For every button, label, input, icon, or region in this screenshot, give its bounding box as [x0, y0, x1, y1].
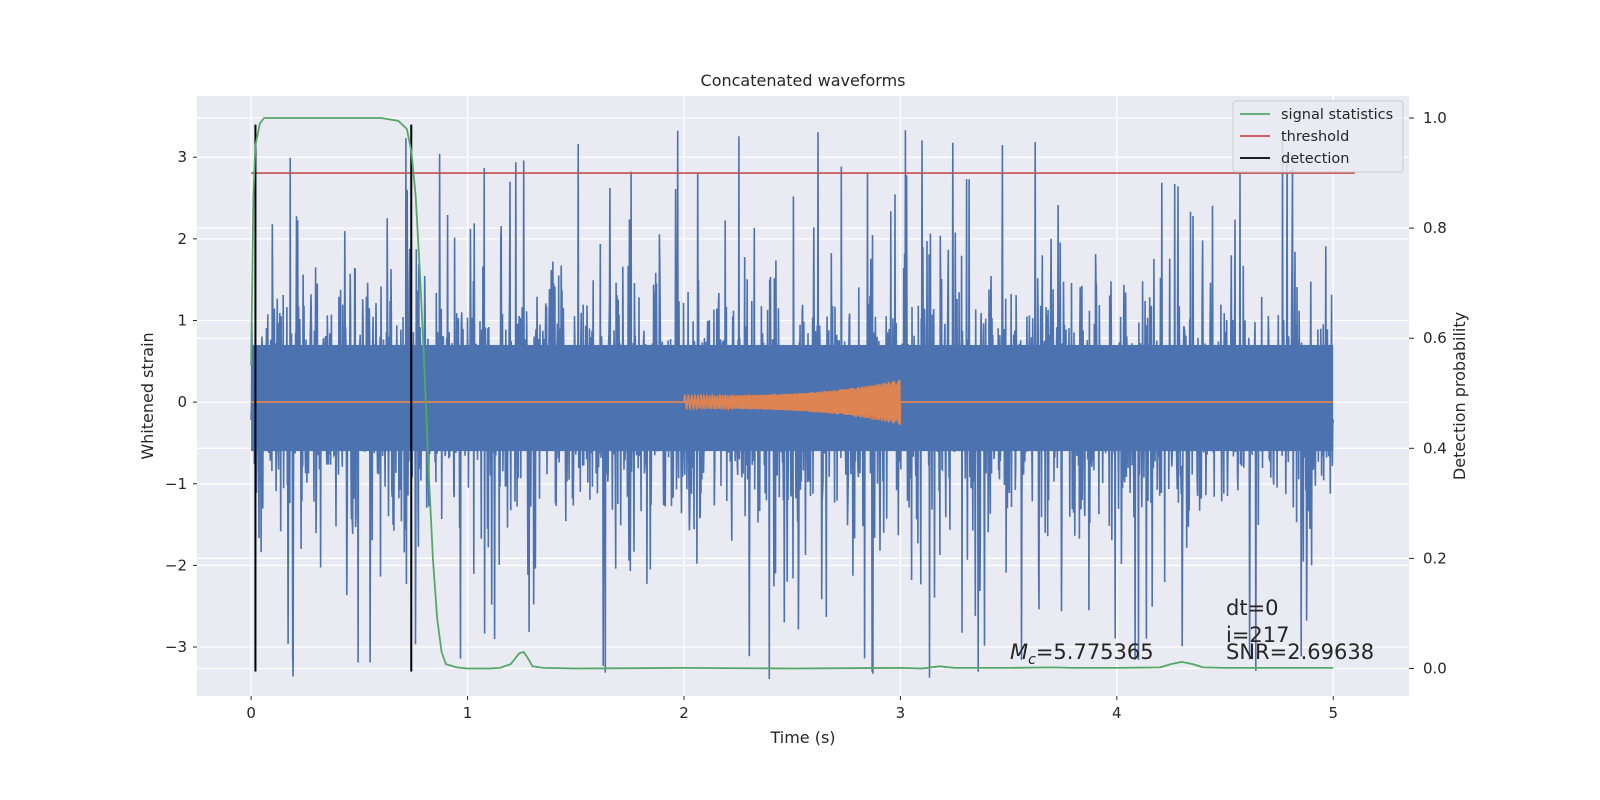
signal-statistics-line — [250, 117, 1334, 670]
x-tick-label: 1 — [463, 704, 473, 722]
y-tick-label: 1 — [177, 311, 187, 329]
chart-title: Concatenated waveforms — [701, 71, 906, 90]
signal-statistics-series — [250, 117, 1334, 670]
detection-series — [254, 124, 413, 672]
y2-tick-label: 1.0 — [1423, 109, 1447, 127]
axis-ticks: 0 1 2 3 4 5 −3 −2 −1 0 1 2 3 0.0 0.2 0.4 0.6 0.8 1.0 — [165, 109, 1447, 722]
legend-label-threshold: threshold — [1281, 129, 1349, 145]
x-tick-label: 2 — [679, 704, 689, 722]
legend-label-signal-statistics: signal statistics — [1281, 107, 1393, 123]
x-tick-label: 3 — [896, 704, 906, 722]
y-axis-label: Whitened strain — [138, 332, 157, 459]
mc-annotation: Mc=5.775365 — [1010, 640, 1154, 668]
legend-box — [1232, 100, 1404, 173]
x-tick-label: 4 — [1112, 704, 1122, 722]
y2-tick-label: 0.6 — [1423, 329, 1447, 347]
y2-tick-label: 0.4 — [1423, 439, 1447, 457]
y-tick-label: 3 — [177, 148, 187, 166]
x-axis-label: Time (s) — [769, 728, 835, 747]
y-tick-label: −3 — [165, 638, 187, 656]
legend-label-detection: detection — [1281, 151, 1349, 167]
y-tick-label: −2 — [165, 556, 187, 574]
y2-tick-label: 0.2 — [1423, 549, 1447, 567]
y-tick-label: 0 — [177, 393, 187, 411]
x-tick-label: 5 — [1328, 704, 1338, 722]
template-chirp-line — [683, 379, 902, 425]
i-annotation: i=217 — [1226, 623, 1290, 647]
right-y-axis-label: Detection probability — [1450, 312, 1469, 480]
legend: signal statistics threshold detection — [1232, 100, 1404, 173]
template-waveform-series — [251, 379, 1334, 425]
y2-tick-label: 0.8 — [1423, 219, 1447, 237]
annotations: Mc=5.775365 dt=0 i=217 SNR=2.69638 — [1010, 596, 1374, 668]
y2-tick-label: 0.0 — [1423, 659, 1447, 677]
y-tick-label: −1 — [165, 475, 187, 493]
snr-annotation: SNR=2.69638 — [1226, 640, 1374, 664]
dt-annotation: dt=0 — [1226, 596, 1279, 620]
y-tick-label: 2 — [177, 230, 187, 248]
x-tick-label: 0 — [246, 704, 256, 722]
